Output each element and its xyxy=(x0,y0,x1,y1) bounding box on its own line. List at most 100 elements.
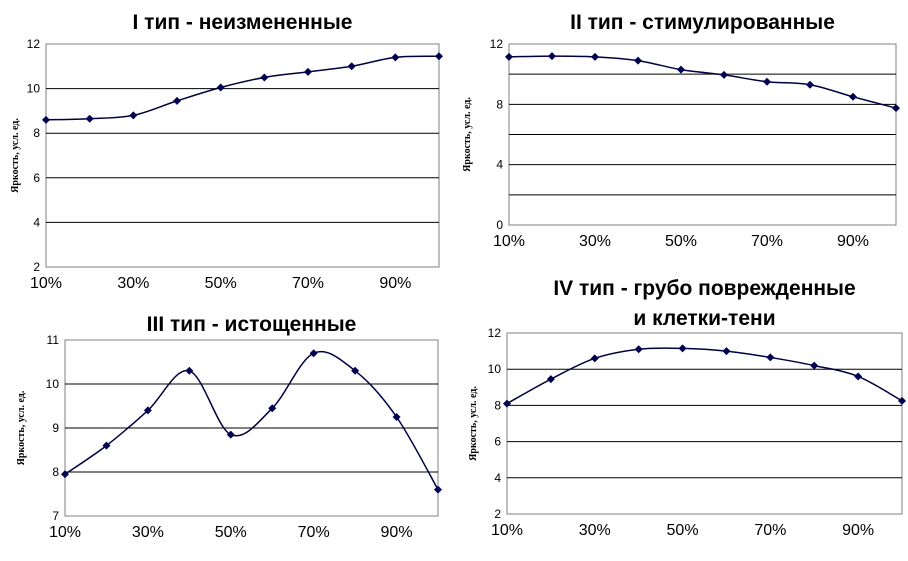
y-axis-label: Яркость, усл. ед. xyxy=(10,118,21,193)
y-tick-label: 8 xyxy=(33,126,40,140)
data-point xyxy=(185,366,194,375)
data-point xyxy=(392,413,401,421)
data-point xyxy=(722,347,731,356)
x-tick-label: 30% xyxy=(579,522,611,539)
data-point xyxy=(42,115,50,124)
plot-area xyxy=(506,332,903,515)
data-point xyxy=(854,372,863,381)
x-tick-label: 70% xyxy=(292,275,324,292)
y-axis-label: Яркость, усл. ед. xyxy=(468,386,479,461)
y-tick-label: 6 xyxy=(494,435,501,449)
y-tick-label: 12 xyxy=(27,37,41,51)
x-tick-label: 90% xyxy=(379,275,411,292)
chart-type-1: I тип - неизмененные 2 4 6 8 10 12 10% 30% 50% 70%… xyxy=(10,11,443,292)
data-point xyxy=(763,77,771,86)
series-line xyxy=(506,347,903,405)
x-tick-label: 30% xyxy=(132,524,164,541)
y-tick-label: 10 xyxy=(488,362,502,376)
x-tick-label: 10% xyxy=(49,524,81,541)
y-tick-label: 2 xyxy=(494,507,501,521)
x-tick-label: 90% xyxy=(837,233,869,250)
chart-title: II тип - стимулированные xyxy=(570,11,835,34)
x-tick-label: 50% xyxy=(665,233,697,250)
chart-title: IV тип - грубо поврежденные xyxy=(553,277,855,300)
x-tick-label: 30% xyxy=(117,275,149,292)
x-tick-label: 50% xyxy=(205,275,237,292)
y-tick-label: 8 xyxy=(496,97,503,111)
x-tick-label: 90% xyxy=(842,522,874,539)
data-point xyxy=(309,349,318,358)
data-point xyxy=(351,366,360,375)
y-tick-label: 8 xyxy=(52,465,59,479)
x-tick-label: 50% xyxy=(215,524,247,541)
y-tick-label: 7 xyxy=(52,509,59,523)
data-point xyxy=(391,53,400,62)
data-point xyxy=(591,52,599,61)
x-tick-label: 10% xyxy=(493,233,525,250)
data-point xyxy=(849,92,857,101)
data-point xyxy=(548,52,556,61)
data-point xyxy=(435,52,443,61)
data-point xyxy=(268,404,277,413)
y-tick-label: 11 xyxy=(47,333,60,347)
data-point xyxy=(61,470,69,479)
x-tick-label: 70% xyxy=(754,522,786,539)
y-tick-label: 0 xyxy=(496,218,503,232)
data-point xyxy=(678,344,687,353)
data-point xyxy=(85,114,94,123)
y-axis-label: Яркость, усл. ед. xyxy=(16,390,27,465)
series-line xyxy=(64,350,439,490)
data-point xyxy=(634,345,643,354)
chart-title: и клетки-тени xyxy=(633,307,775,330)
x-tick-label: 70% xyxy=(298,524,330,541)
data-point xyxy=(260,73,269,82)
y-tick-label: 10 xyxy=(46,377,60,391)
data-point xyxy=(216,83,225,92)
y-tick-label: 8 xyxy=(494,398,501,412)
chart-type-2: II тип - стимулированные 0 4 8 12 10% 30% 50% 70… xyxy=(462,11,900,250)
series-line xyxy=(45,55,440,121)
chart-type-3: III тип - истощенные 7 8 9 10 11 10% 30% 50% 70% 9… xyxy=(16,313,442,541)
data-point xyxy=(102,441,111,450)
data-point xyxy=(129,111,138,120)
y-tick-label: 4 xyxy=(494,471,501,485)
y-tick-label: 4 xyxy=(496,158,503,172)
data-point xyxy=(810,361,819,370)
x-tick-label: 70% xyxy=(751,233,783,250)
data-point xyxy=(898,396,906,405)
data-point xyxy=(806,80,814,89)
data-point xyxy=(173,96,181,105)
y-tick-label: 6 xyxy=(33,171,40,185)
x-tick-label: 90% xyxy=(381,524,413,541)
chart-title: I тип - неизмененные xyxy=(133,11,353,34)
data-point xyxy=(347,62,356,71)
data-point xyxy=(546,375,555,384)
data-point xyxy=(634,56,642,65)
x-tick-label: 30% xyxy=(579,233,611,250)
y-tick-label: 9 xyxy=(52,421,59,435)
y-tick-label: 4 xyxy=(33,215,40,229)
chart-type-4: IV тип - грубо поврежденные и клетки-тени… xyxy=(468,277,906,539)
y-tick-label: 10 xyxy=(27,82,41,96)
data-point xyxy=(677,65,685,74)
x-tick-label: 10% xyxy=(30,275,62,292)
data-point xyxy=(143,406,152,415)
y-tick-label: 12 xyxy=(488,326,502,340)
x-tick-label: 50% xyxy=(667,522,699,539)
plot-area xyxy=(45,43,440,268)
data-point xyxy=(505,52,513,61)
data-point xyxy=(766,353,775,362)
data-point xyxy=(590,354,599,363)
data-point xyxy=(720,70,728,79)
data-point xyxy=(503,399,511,408)
data-point xyxy=(434,485,442,494)
data-point xyxy=(226,430,235,439)
y-tick-label: 2 xyxy=(33,260,40,274)
series-line xyxy=(508,55,897,109)
y-tick-label: 12 xyxy=(490,37,504,51)
data-point xyxy=(304,67,312,76)
x-tick-label: 10% xyxy=(491,522,523,539)
data-point xyxy=(892,104,900,113)
chart-title: III тип - истощенные xyxy=(147,313,357,336)
